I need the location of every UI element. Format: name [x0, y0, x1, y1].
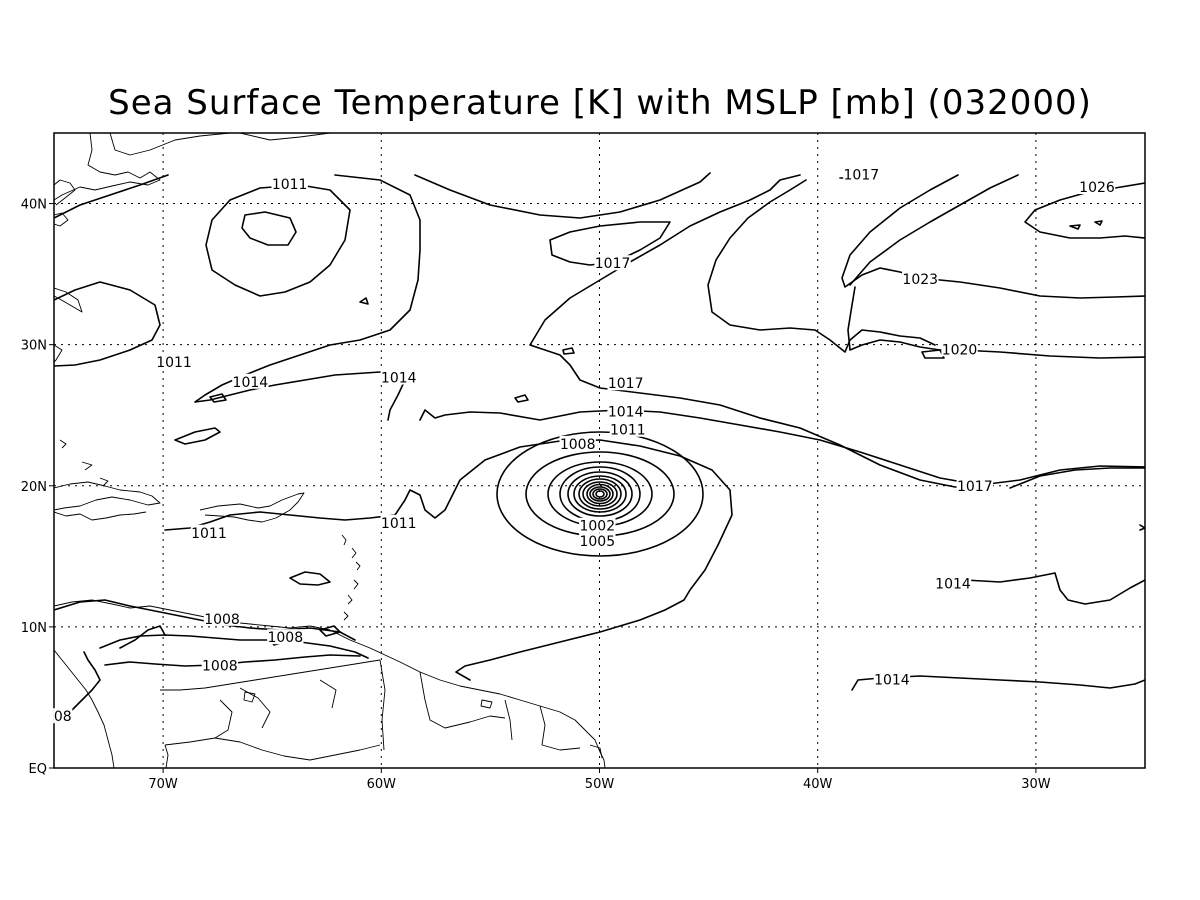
contour-label-bg: [607, 403, 644, 419]
contour-label: 1008: [204, 612, 240, 628]
contour-label: 1017: [957, 479, 993, 495]
contour-label: 1011: [272, 177, 308, 193]
contour-label: 1014: [381, 371, 417, 387]
contour-label-bg: [201, 657, 239, 673]
contour-label-bg: [559, 435, 596, 451]
contour-label-bg: [203, 610, 241, 626]
contour-label: 1014: [608, 404, 644, 420]
contour-label: 1008: [560, 437, 596, 453]
contour-label: 1017: [608, 376, 644, 392]
lon-tick-label: 30W: [1021, 777, 1051, 792]
lon-tick-label: 60W: [367, 777, 397, 792]
coastlines: [54, 133, 606, 768]
contour-label-bg: [380, 369, 417, 385]
contour-label: 1020: [942, 342, 978, 358]
contour-label-bg: [934, 575, 972, 591]
contour-label: 1014: [874, 673, 910, 689]
latitude-ticks: EQ 10N 20N 30N 40N: [21, 198, 54, 777]
contour-label-bg: [190, 524, 228, 540]
map-title: Sea Surface Temperature [K] with MSLP [m…: [108, 83, 1092, 123]
contour-label-bg: [232, 373, 269, 389]
contour-label: 1011: [610, 423, 646, 439]
contour-label-bg: [267, 629, 304, 645]
contour-label-bg: [607, 375, 644, 391]
lat-tick-label: 30N: [21, 339, 47, 354]
contour-label-bg: [956, 478, 994, 494]
contour-label: 1023: [902, 272, 938, 288]
contour-label-bg: [579, 517, 616, 533]
lat-tick-label: 10N: [21, 621, 47, 636]
lat-tick-label: EQ: [29, 762, 47, 777]
contour-label-bg: [380, 514, 417, 530]
contour-label-bg: [594, 255, 631, 271]
contour-label-bg: [941, 341, 978, 357]
contour-label-bg: [873, 671, 911, 687]
longitude-ticks: 70W 60W 50W 40W 30W: [148, 768, 1051, 792]
contour-label: 1014: [233, 375, 269, 391]
contour-label: 1026: [1079, 180, 1115, 196]
contour-label: 1011: [191, 526, 227, 542]
lat-tick-label: 20N: [21, 480, 47, 495]
lon-tick-label: 50W: [585, 777, 615, 792]
contour-label: 1008: [267, 630, 303, 646]
contour-label: 1002: [579, 519, 615, 535]
lat-tick-label: 40N: [21, 198, 47, 213]
contour-label-bg: [271, 176, 308, 192]
contour-label-bg: [609, 421, 647, 437]
contour-label-bg: [53, 708, 73, 724]
lon-tick-label: 40W: [803, 777, 833, 792]
contour-label: 1011: [156, 355, 192, 371]
contour-label: 1017: [844, 167, 880, 183]
contour-label-bg: [579, 533, 616, 549]
contour-labels: 1011 1011 1014 1014 1011 1011 1008 1008 1008 08 10…: [53, 166, 1116, 725]
contour-label-bg: [843, 166, 880, 182]
contour-label: 1017: [595, 256, 631, 272]
contour-label: 1005: [579, 534, 615, 550]
contour-label: 1008: [202, 658, 238, 674]
graticule: [54, 133, 1145, 768]
contour-label: 08: [54, 709, 72, 725]
contour-label-bg: [902, 270, 939, 286]
contour-label: 1014: [935, 577, 971, 593]
contour-label-bg: [155, 354, 193, 370]
contour-label: 1011: [381, 516, 417, 532]
contour-label-bg: [1078, 179, 1116, 195]
lon-tick-label: 70W: [148, 777, 178, 792]
